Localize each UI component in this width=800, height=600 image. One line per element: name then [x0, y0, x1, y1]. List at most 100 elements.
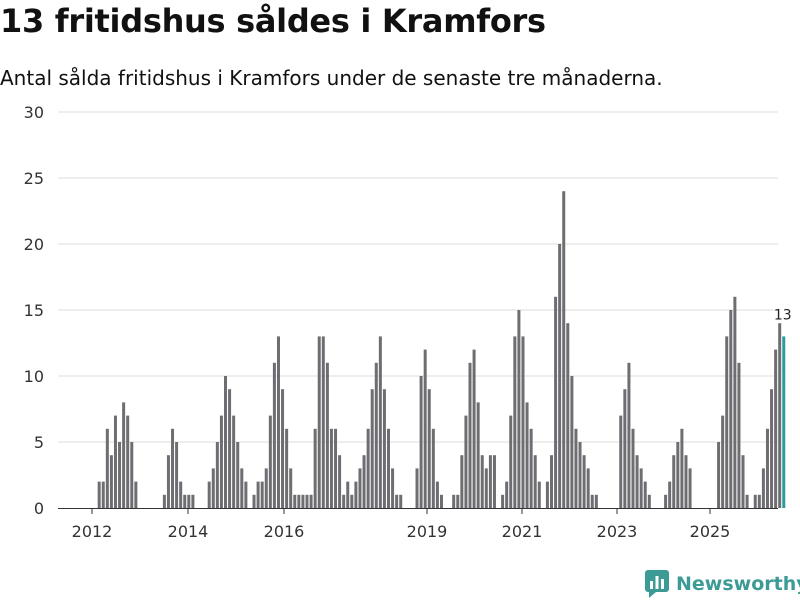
bar: [215, 442, 219, 508]
bar: [252, 494, 256, 508]
bar: [329, 428, 333, 508]
bar: [207, 481, 211, 508]
bar: [309, 494, 313, 508]
bar: [509, 415, 513, 508]
bar: [676, 442, 680, 508]
bar: [480, 455, 484, 508]
bar: [236, 442, 240, 508]
x-tick-label: 2023: [597, 522, 638, 541]
bar: [105, 428, 109, 508]
bar: [325, 362, 329, 508]
bar: [179, 481, 183, 508]
y-tick-label: 20: [24, 235, 44, 254]
newsworthy-logo: Newsworthy: [645, 570, 800, 598]
highlighted-bar: [782, 336, 786, 508]
bar: [219, 415, 223, 508]
bar: [113, 415, 117, 508]
bar: [501, 494, 505, 508]
bars: [97, 191, 786, 508]
newsworthy-icon: [645, 570, 669, 598]
x-tick-label: 2016: [264, 522, 305, 541]
bar: [338, 455, 342, 508]
bar: [232, 415, 236, 508]
bar: [517, 310, 521, 508]
bar: [305, 494, 309, 508]
bar: [346, 481, 350, 508]
brand-name: Newsworthy: [676, 573, 800, 595]
bar: [423, 349, 427, 508]
bar: [562, 191, 566, 508]
x-tick-label: 2014: [168, 522, 209, 541]
x-tick-label: 2019: [407, 522, 448, 541]
bar: [631, 428, 635, 508]
bar: [627, 362, 631, 508]
bar: [586, 468, 590, 508]
bar: [350, 494, 354, 508]
bar: [537, 481, 541, 508]
bar: [264, 468, 268, 508]
bar: [334, 428, 338, 508]
bar: [387, 428, 390, 508]
bar: [472, 349, 476, 508]
bar: [134, 481, 138, 508]
bar: [118, 442, 122, 508]
bar: [643, 481, 647, 508]
bar: [513, 336, 517, 508]
bar: [378, 336, 382, 508]
bar: [725, 336, 729, 508]
bar: [415, 468, 419, 508]
bar: [162, 494, 166, 508]
bar: [435, 481, 439, 508]
bar: [395, 494, 399, 508]
bar: [301, 494, 305, 508]
bar: [476, 402, 480, 508]
bar: [737, 362, 741, 508]
bar: [619, 415, 623, 508]
y-axis-tick-labels: 0 5 10 15 20 25 30: [24, 103, 44, 518]
bar: [276, 336, 280, 508]
x-axis-ticks: 2012 2014 2016 2019 2021 2023 2025: [72, 508, 730, 541]
bar: [171, 428, 175, 508]
bar: [362, 455, 366, 508]
bar: [765, 428, 769, 508]
bar: [582, 455, 586, 508]
bar: [672, 455, 676, 508]
bar: [456, 494, 460, 508]
bar: [550, 455, 553, 508]
bar: [191, 494, 195, 508]
x-tick-label: 2021: [502, 522, 543, 541]
bar: [374, 362, 378, 508]
bar: [529, 428, 533, 508]
bar: [558, 244, 562, 508]
bar: [382, 389, 386, 508]
bar: [635, 455, 639, 508]
x-tick-label: 2012: [72, 522, 113, 541]
bar: [733, 296, 737, 508]
y-tick-label: 30: [24, 103, 44, 122]
bar: [533, 455, 537, 508]
y-tick-label: 0: [34, 499, 44, 518]
bar: [317, 336, 321, 508]
bar: [525, 402, 529, 508]
bar: [399, 494, 403, 508]
bar: [570, 376, 574, 508]
bar: [268, 415, 272, 508]
bar: [342, 494, 346, 508]
bar: [126, 415, 130, 508]
bar: [289, 468, 293, 508]
bar: [175, 442, 179, 508]
bar: [623, 389, 627, 508]
bar: [224, 376, 227, 508]
bar: [109, 455, 113, 508]
bar: [590, 494, 594, 508]
bar: [419, 376, 423, 508]
bar: [757, 494, 761, 508]
bar: [594, 494, 598, 508]
bar: [721, 415, 725, 508]
bar: [684, 455, 688, 508]
bar: [468, 362, 472, 508]
bar: [639, 468, 643, 508]
bar: [680, 428, 684, 508]
bar: [761, 468, 765, 508]
bar: [321, 336, 325, 508]
